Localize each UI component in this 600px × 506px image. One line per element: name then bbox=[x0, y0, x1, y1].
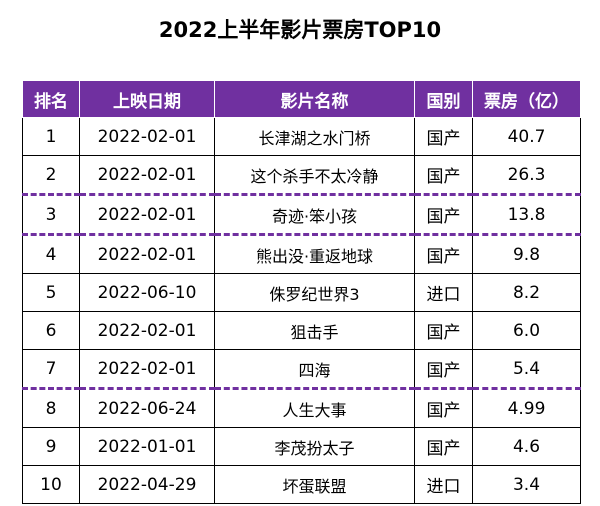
cell-date: 2022-04-29 bbox=[79, 465, 215, 504]
table-row: 1 2022-02-01 长津湖之水门桥 国产 40.7 bbox=[22, 117, 581, 156]
header-release-date: 上映日期 bbox=[79, 80, 215, 118]
cell-box-office: 8.2 bbox=[472, 273, 581, 312]
table-row: 8 2022-06-24 人生大事 国产 4.99 bbox=[22, 388, 581, 428]
cell-date: 2022-02-01 bbox=[79, 234, 215, 274]
cell-box-office: 4.99 bbox=[472, 388, 581, 428]
cell-rank: 3 bbox=[22, 194, 80, 236]
cell-film-name: 这个杀手不太冷静 bbox=[214, 155, 415, 196]
cell-rank: 7 bbox=[22, 349, 80, 390]
cell-date: 2022-02-01 bbox=[79, 155, 215, 196]
cell-rank: 8 bbox=[22, 388, 80, 428]
cell-film-name: 李茂扮太子 bbox=[214, 427, 415, 466]
cell-box-office: 40.7 bbox=[472, 117, 581, 156]
cell-country: 国产 bbox=[414, 311, 473, 350]
cell-date: 2022-02-01 bbox=[79, 311, 215, 350]
cell-country: 国产 bbox=[414, 349, 473, 390]
cell-date: 2022-06-24 bbox=[79, 388, 215, 428]
cell-date: 2022-01-01 bbox=[79, 427, 215, 466]
cell-rank: 2 bbox=[22, 155, 80, 196]
box-office-table: 排名 上映日期 影片名称 国别 票房（亿） 1 2022-02-01 长津湖之水… bbox=[22, 80, 581, 504]
cell-box-office: 9.8 bbox=[472, 234, 581, 274]
cell-film-name: 狙击手 bbox=[214, 311, 415, 350]
cell-country: 国产 bbox=[414, 155, 473, 196]
cell-country: 国产 bbox=[414, 194, 473, 236]
cell-film-name: 熊出没·重返地球 bbox=[214, 234, 415, 274]
cell-date: 2022-06-10 bbox=[79, 273, 215, 312]
cell-date: 2022-02-01 bbox=[79, 117, 215, 156]
cell-box-office: 5.4 bbox=[472, 349, 581, 390]
cell-country: 国产 bbox=[414, 388, 473, 428]
cell-date: 2022-02-01 bbox=[79, 194, 215, 236]
cell-film-name: 长津湖之水门桥 bbox=[214, 117, 415, 156]
header-film-name: 影片名称 bbox=[214, 80, 415, 118]
cell-box-office: 4.6 bbox=[472, 427, 581, 466]
table-row: 6 2022-02-01 狙击手 国产 6.0 bbox=[22, 311, 581, 350]
cell-rank: 5 bbox=[22, 273, 80, 312]
cell-country: 国产 bbox=[414, 427, 473, 466]
cell-film-name: 四海 bbox=[214, 349, 415, 390]
cell-date: 2022-02-01 bbox=[79, 349, 215, 390]
table-row: 7 2022-02-01 四海 国产 5.4 bbox=[22, 349, 581, 390]
cell-box-office: 13.8 bbox=[472, 194, 581, 236]
cell-country: 国产 bbox=[414, 117, 473, 156]
page-title: 2022上半年影片票房TOP10 bbox=[158, 18, 442, 42]
cell-film-name: 人生大事 bbox=[214, 388, 415, 428]
table-row: 5 2022-06-10 侏罗纪世界3 进口 8.2 bbox=[22, 273, 581, 312]
cell-box-office: 26.3 bbox=[472, 155, 581, 196]
cell-country: 进口 bbox=[414, 465, 473, 504]
cell-film-name: 奇迹·笨小孩 bbox=[214, 194, 415, 236]
cell-rank: 9 bbox=[22, 427, 80, 466]
cell-rank: 1 bbox=[22, 117, 80, 156]
cell-rank: 10 bbox=[22, 465, 80, 504]
table-row: 10 2022-04-29 坏蛋联盟 进口 3.4 bbox=[22, 465, 581, 504]
cell-rank: 4 bbox=[22, 234, 80, 274]
cell-film-name: 侏罗纪世界3 bbox=[214, 273, 415, 312]
cell-country: 进口 bbox=[414, 273, 473, 312]
table-row: 2 2022-02-01 这个杀手不太冷静 国产 26.3 bbox=[22, 155, 581, 196]
table-row: 3 2022-02-01 奇迹·笨小孩 国产 13.8 bbox=[22, 194, 581, 236]
cell-box-office: 6.0 bbox=[472, 311, 581, 350]
header-box-office: 票房（亿） bbox=[472, 80, 581, 118]
header-rank: 排名 bbox=[22, 80, 80, 118]
cell-rank: 6 bbox=[22, 311, 80, 350]
table-row: 4 2022-02-01 熊出没·重返地球 国产 9.8 bbox=[22, 234, 581, 274]
cell-box-office: 3.4 bbox=[472, 465, 581, 504]
table-header-row: 排名 上映日期 影片名称 国别 票房（亿） bbox=[22, 80, 581, 118]
header-country: 国别 bbox=[414, 80, 473, 118]
cell-film-name: 坏蛋联盟 bbox=[214, 465, 415, 504]
table-row: 9 2022-01-01 李茂扮太子 国产 4.6 bbox=[22, 427, 581, 466]
cell-country: 国产 bbox=[414, 234, 473, 274]
